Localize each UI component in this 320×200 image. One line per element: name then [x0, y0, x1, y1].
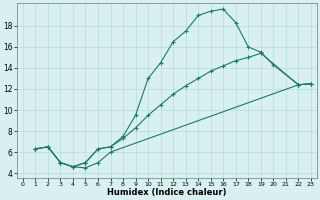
X-axis label: Humidex (Indice chaleur): Humidex (Indice chaleur): [107, 188, 227, 197]
